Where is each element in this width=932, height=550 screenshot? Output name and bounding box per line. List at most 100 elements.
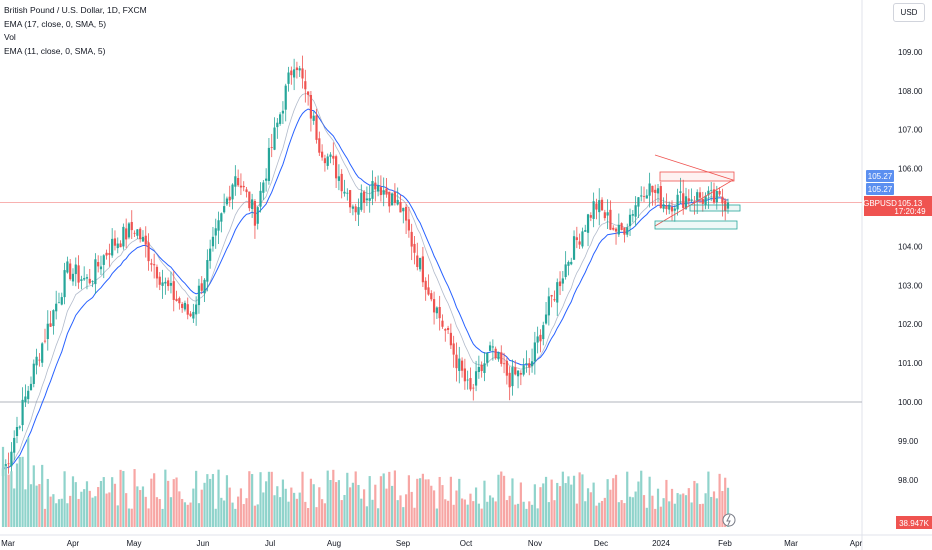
- candle-body: [390, 193, 394, 206]
- volume-bar: [399, 495, 402, 527]
- volume-bar: [326, 470, 329, 527]
- ema-price-tag-a: 105.27: [868, 172, 893, 181]
- volume-bar: [676, 493, 679, 527]
- candle-body: [670, 206, 674, 212]
- volume-bar: [346, 472, 349, 527]
- volume-bar: [514, 504, 517, 527]
- volume-bar: [444, 499, 447, 527]
- volume-bar: [466, 504, 469, 527]
- volume-bar: [376, 508, 380, 527]
- x-tick-label: Dec: [594, 539, 608, 548]
- volume-bar: [581, 474, 584, 527]
- candle-body: [293, 69, 296, 78]
- volume-bar: [480, 508, 483, 527]
- candle-body: [586, 214, 590, 233]
- x-tick-label: Jul: [265, 539, 275, 548]
- volume-bar: [558, 486, 562, 527]
- candle-body: [167, 280, 170, 287]
- candle-body: [307, 91, 310, 95]
- y-tick-label: 98.00: [898, 476, 919, 485]
- candle-body: [393, 191, 396, 203]
- volume-bar: [637, 481, 640, 527]
- candle-body: [404, 206, 408, 221]
- candle-body: [365, 198, 368, 201]
- candle-body: [335, 156, 338, 179]
- legend-volume: Vol: [4, 32, 16, 42]
- ema-price-tag-b-bg: [866, 183, 894, 195]
- volume-bar: [251, 474, 254, 527]
- candle-body: [399, 201, 402, 213]
- candle-body: [438, 306, 441, 319]
- volume-bar: [164, 469, 167, 527]
- volume-bar: [416, 478, 419, 527]
- candle-body: [494, 348, 497, 359]
- volume-bar: [349, 487, 352, 527]
- candle-body: [32, 363, 35, 384]
- volume-bar: [432, 490, 436, 527]
- volume-bar: [486, 501, 489, 527]
- candle-body: [161, 282, 164, 286]
- volume-bar: [18, 456, 21, 527]
- volume-bar: [500, 471, 503, 527]
- volume-bar: [407, 475, 410, 527]
- candle-body: [55, 303, 58, 312]
- volume-bar: [21, 456, 24, 527]
- y-tick-label: 102.00: [898, 320, 923, 329]
- volume-bar: [111, 477, 114, 527]
- x-tick-label: May: [126, 539, 141, 548]
- volume-bar: [49, 496, 52, 527]
- volume-bar: [97, 487, 100, 527]
- candle-body: [528, 363, 531, 368]
- candle-body: [242, 185, 245, 188]
- volume-bar: [651, 495, 654, 527]
- candle-body: [600, 199, 604, 211]
- volume-bar: [365, 506, 368, 527]
- candle-body: [343, 191, 346, 194]
- candle-body: [682, 193, 685, 209]
- candle-body: [318, 138, 321, 153]
- candle-body: [105, 252, 108, 256]
- candle-body: [41, 343, 44, 363]
- candle-body: [181, 303, 184, 308]
- candle-body: [486, 352, 489, 363]
- candle-body: [430, 293, 433, 300]
- candle-body: [469, 378, 472, 390]
- volume-bar: [237, 496, 240, 527]
- candle-body: [35, 356, 38, 366]
- volume-bar: [539, 487, 542, 527]
- volume-bar: [13, 488, 16, 527]
- volume-bar: [242, 504, 245, 527]
- candle-body: [354, 206, 357, 213]
- candle-body: [592, 201, 595, 219]
- x-tick-label: Feb: [718, 539, 732, 548]
- volume-bar: [718, 473, 721, 527]
- volume-bar: [592, 482, 595, 527]
- volume-bar: [550, 479, 553, 527]
- volume-bar: [343, 494, 346, 527]
- candle-body: [270, 147, 273, 148]
- candle-body: [472, 387, 475, 389]
- volume-bar: [382, 473, 385, 527]
- candle-body: [85, 277, 89, 279]
- ema-price-tag-b: 105.27: [868, 185, 893, 194]
- volume-bar: [693, 480, 696, 527]
- volume-bar: [189, 502, 192, 527]
- candle-body: [360, 192, 363, 210]
- candle-body: [477, 366, 480, 373]
- currency-button[interactable]: USD: [893, 3, 925, 22]
- volume-bar: [460, 498, 464, 527]
- volume-bar: [628, 496, 632, 527]
- candle-body: [127, 223, 131, 238]
- candle-body: [673, 208, 676, 211]
- candle-body: [223, 206, 226, 213]
- volume-bar: [603, 497, 606, 527]
- volume-bar: [516, 503, 520, 527]
- volume-bar: [71, 476, 75, 527]
- volume-bar: [203, 482, 206, 527]
- events-icon[interactable]: [722, 513, 736, 527]
- candle-body: [726, 202, 730, 209]
- candle-body: [631, 214, 634, 216]
- candle-body: [444, 329, 447, 331]
- candle-body: [463, 368, 466, 382]
